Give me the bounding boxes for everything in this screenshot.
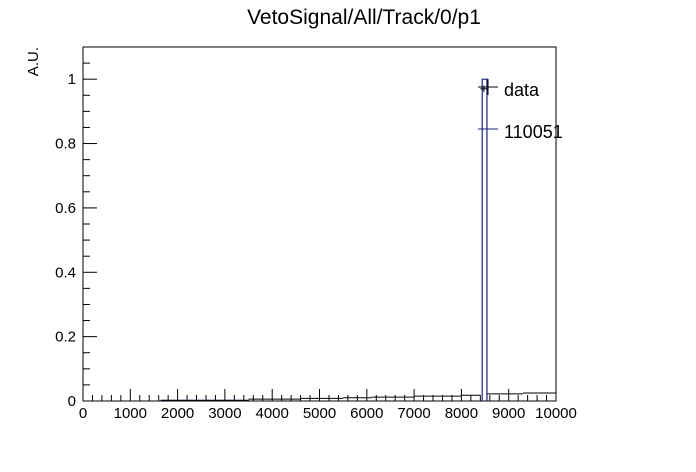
legend: data 110051 bbox=[478, 79, 563, 142]
y-tick-label: 0.8 bbox=[55, 136, 76, 153]
plot-frame bbox=[82, 46, 557, 402]
chart-title: VetoSignal/All/Track/0/p1 bbox=[247, 6, 481, 29]
x-axis: 0 1000 2000 3000 4000 5000 6000 7000 8000 9000 100… bbox=[79, 389, 577, 422]
plot-area bbox=[160, 78, 556, 401]
x-tick-label: 7000 bbox=[397, 405, 430, 422]
histogram-bin-110051 bbox=[481, 78, 488, 401]
x-tick-label: 3000 bbox=[208, 405, 241, 422]
x-tick-label: 5000 bbox=[303, 405, 336, 422]
x-tick-label: 10000 bbox=[535, 405, 577, 422]
x-tick-label: 0 bbox=[79, 405, 87, 422]
x-tick-label: 9000 bbox=[492, 405, 525, 422]
y-tick-label: 0.2 bbox=[55, 329, 76, 346]
y-axis: 0 0.2 0.4 0.6 0.8 1 bbox=[55, 46, 97, 410]
y-tick-label: 1 bbox=[68, 71, 76, 88]
x-tick-label: 4000 bbox=[256, 405, 289, 422]
x-tick-label: 1000 bbox=[114, 405, 147, 422]
x-tick-label: 8000 bbox=[445, 405, 478, 422]
x-tick-label: 2000 bbox=[161, 405, 194, 422]
legend-label-data: data bbox=[504, 80, 540, 100]
legend-label-110051: 110051 bbox=[504, 122, 563, 142]
x-tick-label: 6000 bbox=[350, 405, 383, 422]
y-tick-label: 0.4 bbox=[55, 264, 76, 281]
y-tick-label: 0 bbox=[68, 393, 76, 410]
y-tick-label: 0.6 bbox=[55, 200, 76, 217]
y-axis-title: A.U. bbox=[25, 47, 42, 76]
